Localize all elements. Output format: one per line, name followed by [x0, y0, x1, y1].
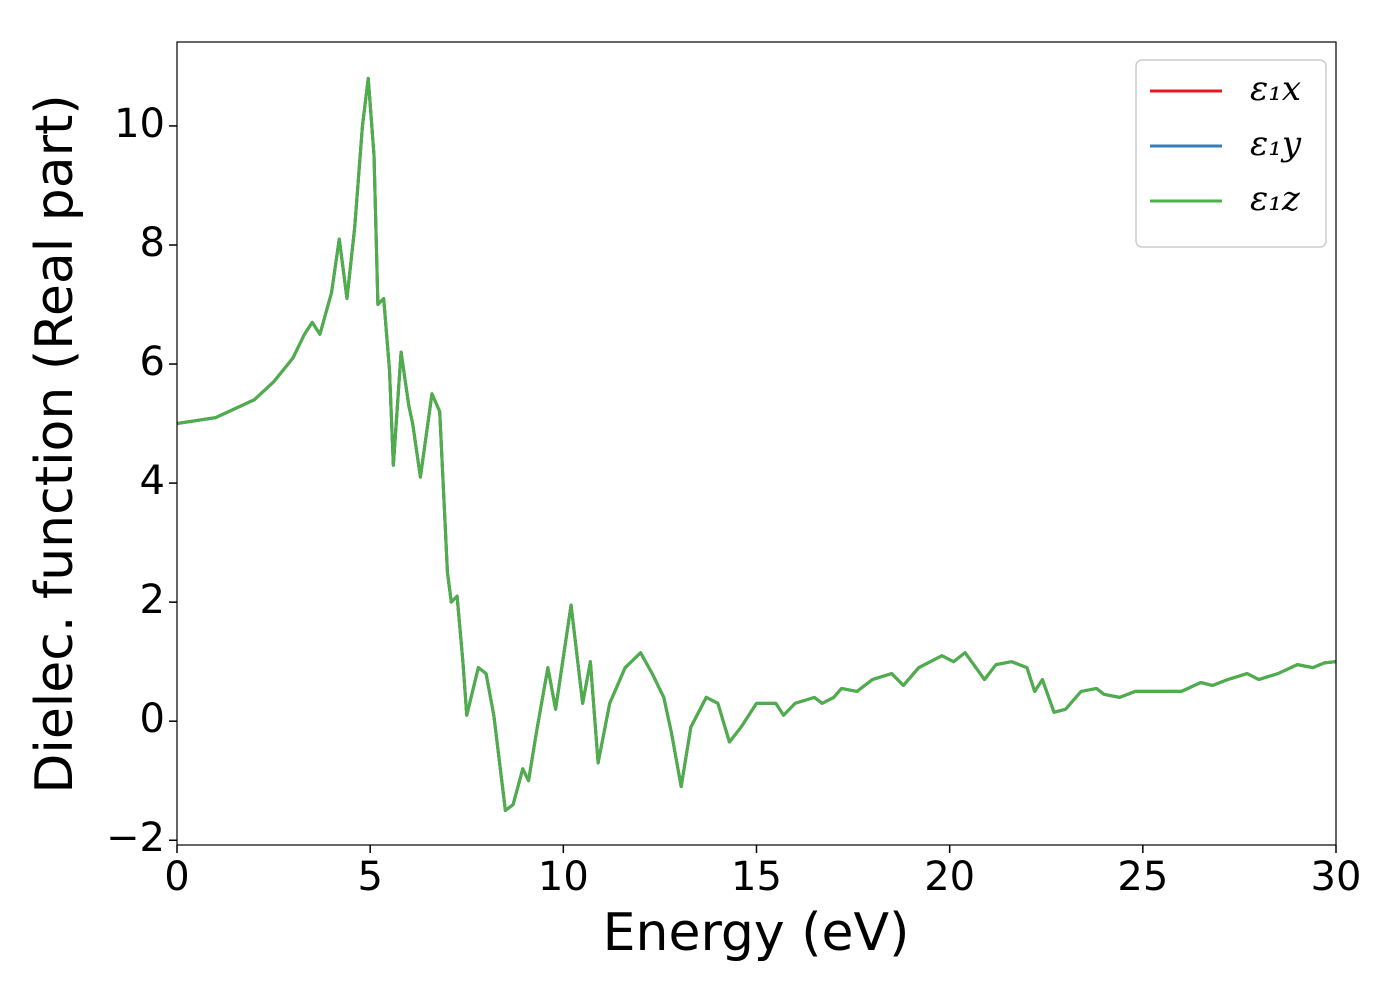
legend-label: ε₁x: [1250, 69, 1301, 109]
x-tick-label: 20: [924, 854, 975, 900]
y-tick-label: 8: [140, 220, 165, 266]
x-tick-label: 0: [164, 854, 189, 900]
y-tick-label: 10: [114, 101, 165, 147]
x-tick-label: 15: [731, 854, 782, 900]
data-line: [177, 76, 1336, 812]
x-axis-label: Energy (eV): [603, 903, 910, 963]
x-tick-label: 30: [1311, 854, 1362, 900]
legend-label: ε₁z: [1250, 179, 1301, 219]
plot-frame: [176, 41, 1337, 846]
y-tick-label: 4: [140, 458, 165, 504]
x-tick-label: 5: [357, 854, 382, 900]
y-tick-label: 0: [140, 696, 165, 742]
x-tick-label: 10: [538, 854, 589, 900]
y-tick-label: 2: [140, 577, 165, 623]
y-tick-label: −2: [106, 815, 165, 861]
legend-label: ε₁y: [1250, 124, 1302, 164]
y-tick-label: 6: [140, 339, 165, 385]
y-axis-label: Dielec. function (Real part): [25, 94, 85, 793]
x-tick-label: 25: [1117, 854, 1168, 900]
